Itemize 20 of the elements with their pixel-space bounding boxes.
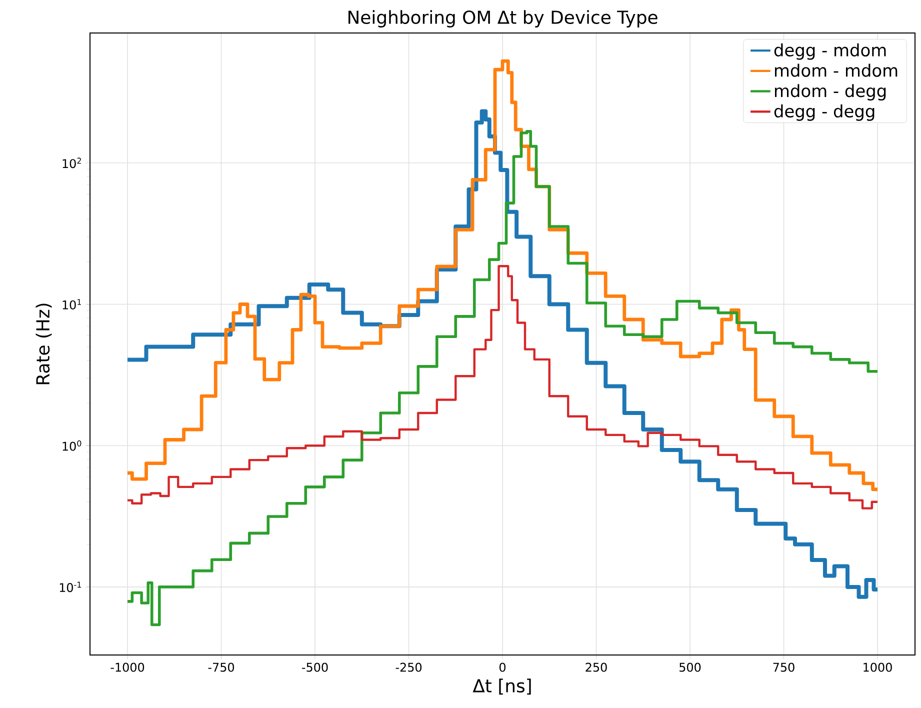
legend-label: degg - degg xyxy=(774,104,874,121)
x-tick-label: -250 xyxy=(396,662,422,672)
x-tick-label: 500 xyxy=(680,662,701,672)
x-tick-label: -500 xyxy=(302,662,328,672)
x-tick-label: 250 xyxy=(586,662,607,672)
x-tick-label: 1000 xyxy=(864,662,892,672)
y-tick-label: 10$^{0}$ xyxy=(62,440,82,451)
x-tick-label: -1000 xyxy=(110,662,144,672)
legend-label: mdom - degg xyxy=(775,84,886,100)
x-axis-title: Δt [ns] xyxy=(472,678,531,695)
chart-title: Neighboring OM Δt by Device Type xyxy=(348,10,658,28)
legend-label: mdom - mdom xyxy=(775,64,898,77)
y-tick-label: 10$^{2}$ xyxy=(62,158,81,168)
y-tick-label: 10$^{1}$ xyxy=(62,299,81,310)
legend-label: degg - mdom xyxy=(774,43,886,60)
x-tick-label: 750 xyxy=(773,662,794,672)
x-tick-label: 0 xyxy=(499,662,506,672)
x-tick-label: -750 xyxy=(208,662,234,672)
y-tick-label: 10$^{-1}$ xyxy=(60,582,81,592)
y-axis-title: Rate (Hz) xyxy=(36,304,52,384)
